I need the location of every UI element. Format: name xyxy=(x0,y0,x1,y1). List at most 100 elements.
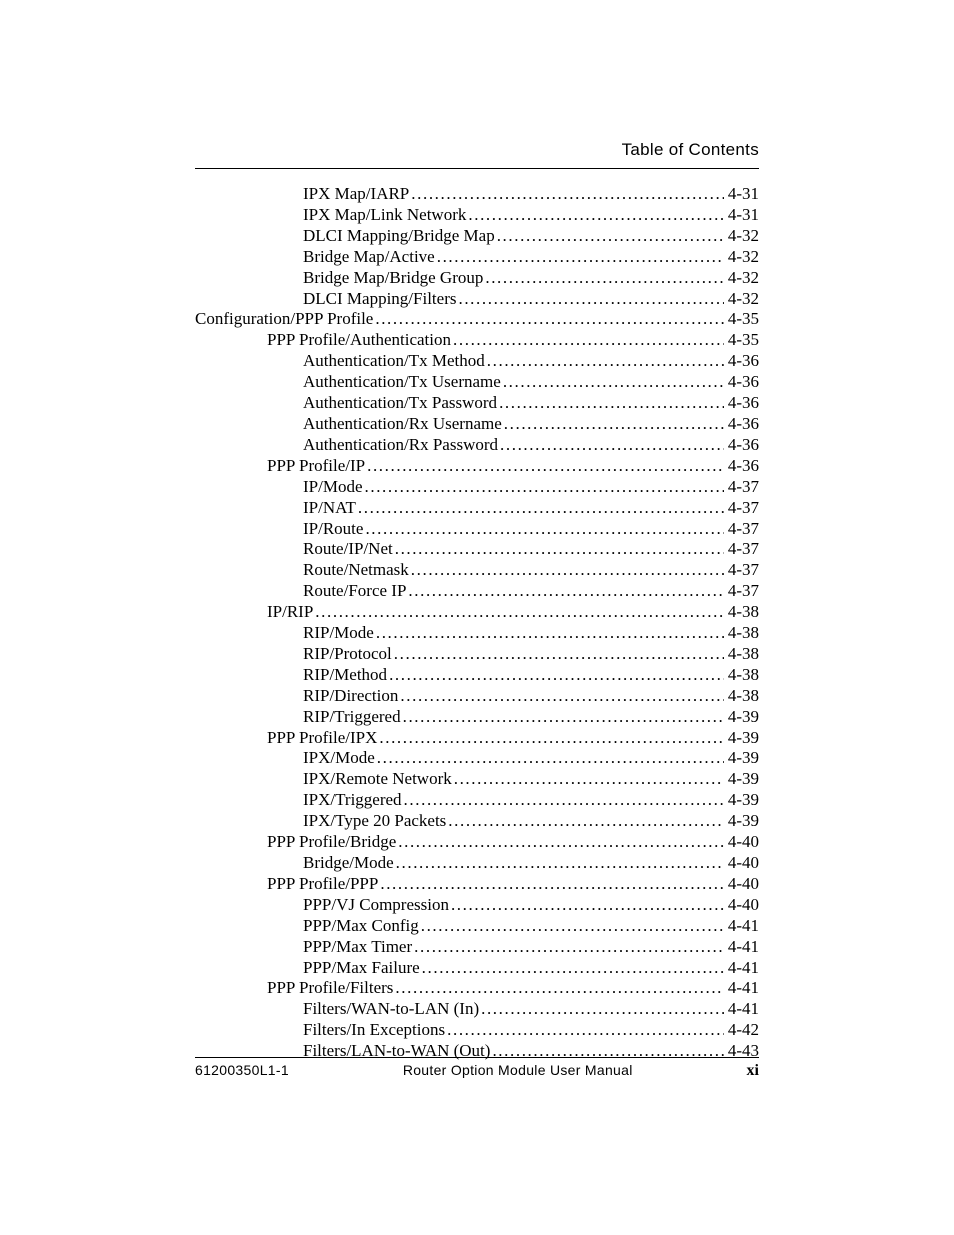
toc-row: Bridge Map/Bridge Group.................… xyxy=(195,268,759,289)
toc-leader: ........................................… xyxy=(389,665,724,686)
toc-row: RIP/Method..............................… xyxy=(195,665,759,686)
toc-leader: ........................................… xyxy=(365,477,724,498)
toc-row: IPX/Type 20 Packets.....................… xyxy=(195,811,759,832)
toc-entry-page: 4-35 xyxy=(724,309,759,330)
toc-row: PPP Profile/Filters.....................… xyxy=(195,978,759,999)
toc-entry-label: IP/NAT xyxy=(303,498,358,519)
toc-entry-page: 4-37 xyxy=(724,498,759,519)
toc-leader: ........................................… xyxy=(504,414,724,435)
toc-leader: ........................................… xyxy=(481,999,724,1020)
toc-row: RIP/Direction...........................… xyxy=(195,686,759,707)
toc-entry-label: IPX/Mode xyxy=(303,748,377,769)
toc-entry-page: 4-39 xyxy=(724,728,759,749)
toc-entry-page: 4-36 xyxy=(724,435,759,456)
toc-entry-label: RIP/Mode xyxy=(303,623,376,644)
header-rule xyxy=(195,168,759,169)
toc-entry-page: 4-41 xyxy=(724,916,759,937)
toc-leader: ........................................… xyxy=(453,330,724,351)
toc-entry-page: 4-35 xyxy=(724,330,759,351)
toc-leader: ........................................… xyxy=(376,623,724,644)
toc-row: PPP Profile/PPP.........................… xyxy=(195,874,759,895)
toc-entry-page: 4-38 xyxy=(724,686,759,707)
toc-leader: ........................................… xyxy=(437,247,724,268)
toc-entry-page: 4-41 xyxy=(724,999,759,1020)
toc-entry-label: IPX/Remote Network xyxy=(303,769,454,790)
footer-rule xyxy=(195,1057,759,1058)
toc-row: RIP/Mode................................… xyxy=(195,623,759,644)
toc-entry-page: 4-39 xyxy=(724,811,759,832)
toc-leader: ........................................… xyxy=(503,372,724,393)
toc-leader: ........................................… xyxy=(485,268,723,289)
toc-entry-page: 4-40 xyxy=(724,895,759,916)
toc-leader: ........................................… xyxy=(394,644,724,665)
footer-page-number: xi xyxy=(747,1062,759,1080)
toc-row: IP/RIP..................................… xyxy=(195,602,759,623)
toc-entry-label: Authentication/Tx Username xyxy=(303,372,503,393)
toc-row: PPP/Max Failure.........................… xyxy=(195,958,759,979)
toc-leader: ........................................… xyxy=(408,581,723,602)
toc-leader: ........................................… xyxy=(395,978,723,999)
toc-leader: ........................................… xyxy=(379,728,723,749)
toc-row: RIP/Protocol............................… xyxy=(195,644,759,665)
toc-entry-label: Filters/In Exceptions xyxy=(303,1020,447,1041)
toc-entry-page: 4-42 xyxy=(724,1020,759,1041)
toc-entry-label: PPP Profile/IPX xyxy=(267,728,379,749)
toc-leader: ........................................… xyxy=(375,309,723,330)
toc-row: Filters/WAN-to-LAN (In).................… xyxy=(195,999,759,1020)
toc-entry-page: 4-41 xyxy=(724,958,759,979)
toc-entry-label: PPP/Max Timer xyxy=(303,937,414,958)
toc-leader: ........................................… xyxy=(487,351,724,372)
toc-leader: ........................................… xyxy=(448,811,724,832)
toc-entry-label: IP/Mode xyxy=(303,477,365,498)
toc-entry-page: 4-41 xyxy=(724,978,759,999)
toc-leader: ........................................… xyxy=(500,435,724,456)
toc-entry-page: 4-38 xyxy=(724,623,759,644)
toc-row: Route/Netmask...........................… xyxy=(195,560,759,581)
toc-entry-page: 4-36 xyxy=(724,351,759,372)
table-of-contents: IPX Map/IARP............................… xyxy=(195,184,759,1062)
toc-entry-label: IPX Map/IARP xyxy=(303,184,411,205)
toc-entry-label: PPP/Max Failure xyxy=(303,958,422,979)
toc-row: PPP/Max Timer...........................… xyxy=(195,937,759,958)
toc-row: Bridge/Mode.............................… xyxy=(195,853,759,874)
toc-entry-page: 4-41 xyxy=(724,937,759,958)
toc-leader: ........................................… xyxy=(497,226,724,247)
toc-entry-page: 4-32 xyxy=(724,247,759,268)
toc-row: PPP Profile/Bridge......................… xyxy=(195,832,759,853)
toc-leader: ........................................… xyxy=(377,748,724,769)
toc-leader: ........................................… xyxy=(404,790,724,811)
toc-leader: ........................................… xyxy=(365,519,723,540)
toc-row: Authentication/Tx Password..............… xyxy=(195,393,759,414)
toc-leader: ........................................… xyxy=(358,498,724,519)
toc-entry-page: 4-37 xyxy=(724,519,759,540)
toc-row: IPX/Triggered...........................… xyxy=(195,790,759,811)
toc-entry-page: 4-40 xyxy=(724,853,759,874)
toc-row: RIP/Triggered...........................… xyxy=(195,707,759,728)
toc-entry-page: 4-37 xyxy=(724,581,759,602)
toc-row: Bridge Map/Active.......................… xyxy=(195,247,759,268)
toc-row: Route/Force IP..........................… xyxy=(195,581,759,602)
toc-row: IP/Route................................… xyxy=(195,519,759,540)
toc-entry-label: PPP Profile/Bridge xyxy=(267,832,398,853)
toc-entry-page: 4-37 xyxy=(724,560,759,581)
toc-row: Authentication/Rx Password..............… xyxy=(195,435,759,456)
toc-leader: ........................................… xyxy=(396,853,724,874)
toc-entry-label: Route/Netmask xyxy=(303,560,411,581)
toc-row: PPP Profile/IPX.........................… xyxy=(195,728,759,749)
toc-entry-label: RIP/Direction xyxy=(303,686,400,707)
toc-row: Authentication/Tx Method................… xyxy=(195,351,759,372)
toc-entry-label: IPX/Triggered xyxy=(303,790,404,811)
toc-entry-page: 4-32 xyxy=(724,268,759,289)
toc-entry-label: PPP Profile/Authentication xyxy=(267,330,453,351)
toc-row: IPX/Mode................................… xyxy=(195,748,759,769)
footer-manual-title: Router Option Module User Manual xyxy=(403,1062,633,1078)
toc-entry-page: 4-39 xyxy=(724,707,759,728)
toc-entry-label: Authentication/Tx Password xyxy=(303,393,499,414)
toc-leader: ........................................… xyxy=(447,1020,724,1041)
toc-entry-label: IPX/Type 20 Packets xyxy=(303,811,448,832)
footer-line: 61200350L1-1 Router Option Module User M… xyxy=(195,1062,759,1080)
toc-entry-page: 4-36 xyxy=(724,393,759,414)
toc-entry-page: 4-39 xyxy=(724,769,759,790)
toc-row: PPP Profile/Authentication..............… xyxy=(195,330,759,351)
toc-entry-page: 4-38 xyxy=(724,665,759,686)
